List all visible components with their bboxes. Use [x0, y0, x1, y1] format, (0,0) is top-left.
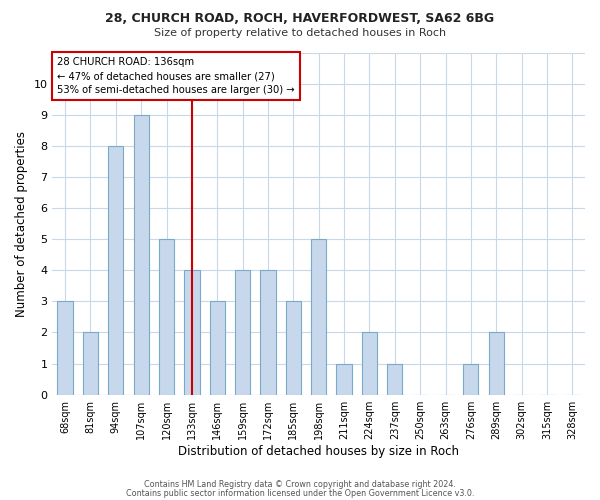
Text: 28, CHURCH ROAD, ROCH, HAVERFORDWEST, SA62 6BG: 28, CHURCH ROAD, ROCH, HAVERFORDWEST, SA…	[106, 12, 494, 26]
Bar	[83, 332, 98, 394]
Bar	[463, 364, 478, 394]
Bar	[209, 302, 225, 394]
Text: Contains HM Land Registry data © Crown copyright and database right 2024.: Contains HM Land Registry data © Crown c…	[144, 480, 456, 489]
Bar	[159, 239, 174, 394]
Bar	[387, 364, 403, 394]
Bar	[260, 270, 275, 394]
Bar	[311, 239, 326, 394]
Bar	[488, 332, 504, 394]
Text: Size of property relative to detached houses in Roch: Size of property relative to detached ho…	[154, 28, 446, 38]
Bar	[337, 364, 352, 394]
Bar	[286, 302, 301, 394]
Bar	[362, 332, 377, 394]
Bar	[235, 270, 250, 394]
Y-axis label: Number of detached properties: Number of detached properties	[15, 130, 28, 316]
Bar	[134, 114, 149, 394]
Bar	[184, 270, 200, 394]
Text: Contains public sector information licensed under the Open Government Licence v3: Contains public sector information licen…	[126, 488, 474, 498]
Text: 28 CHURCH ROAD: 136sqm
← 47% of detached houses are smaller (27)
53% of semi-det: 28 CHURCH ROAD: 136sqm ← 47% of detached…	[58, 57, 295, 95]
Bar	[108, 146, 124, 394]
Bar	[58, 302, 73, 394]
X-axis label: Distribution of detached houses by size in Roch: Distribution of detached houses by size …	[178, 444, 459, 458]
